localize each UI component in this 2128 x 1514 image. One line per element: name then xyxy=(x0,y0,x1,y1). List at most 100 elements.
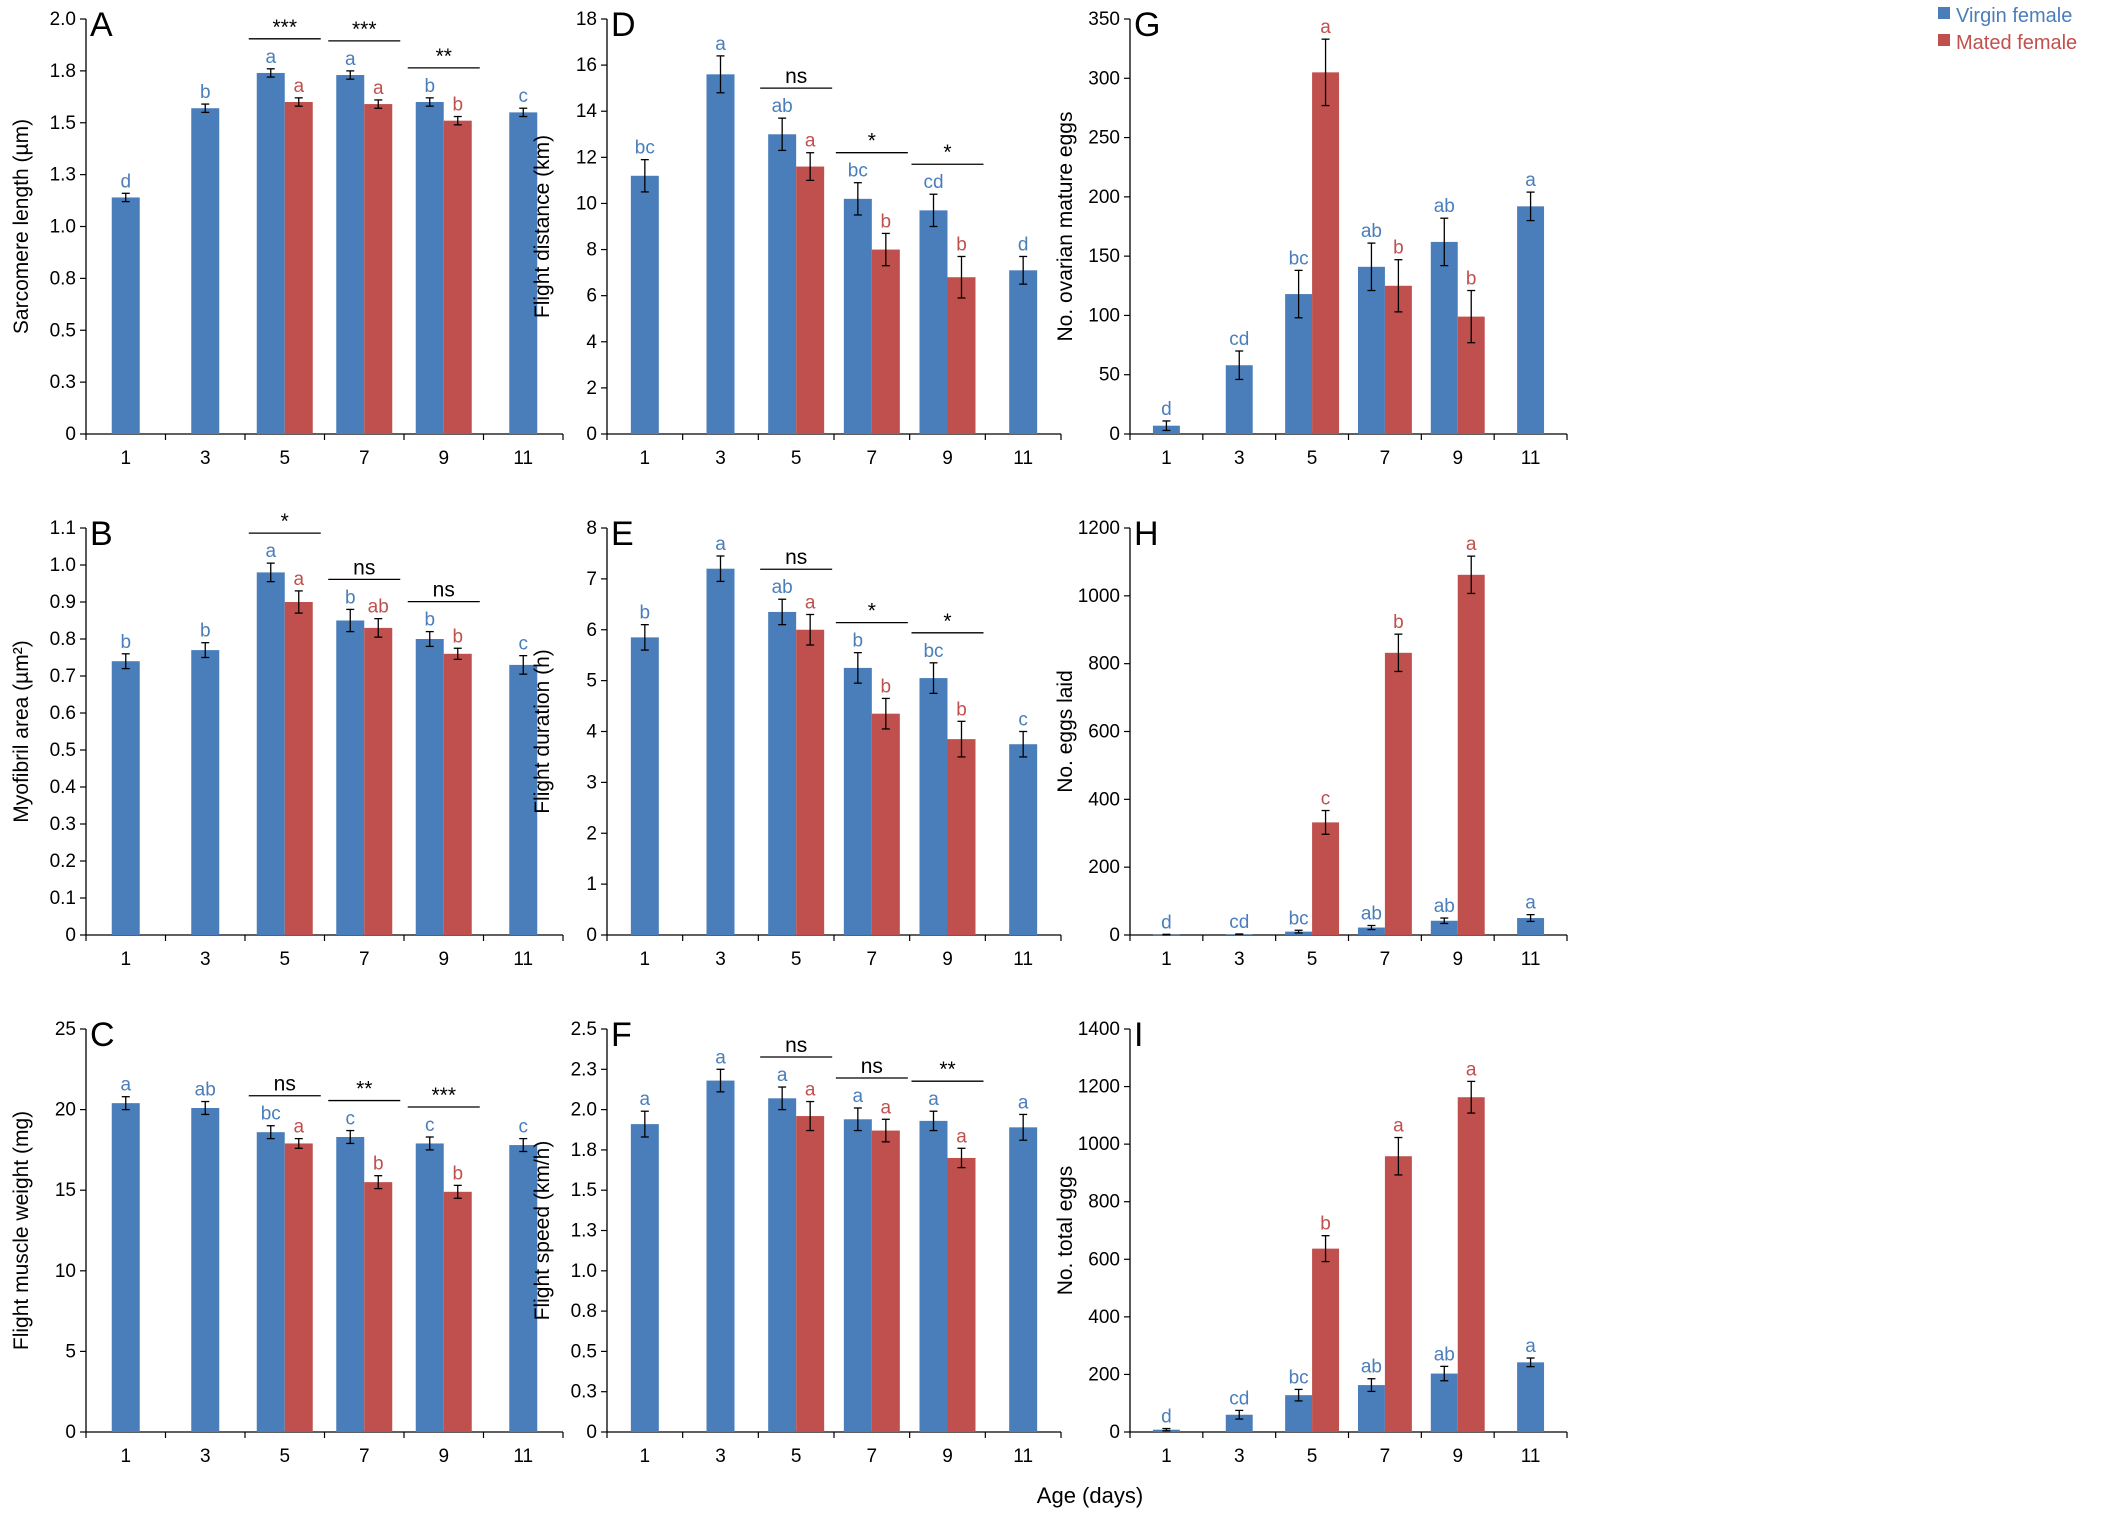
x-tick-label: 3 xyxy=(715,949,726,970)
x-tick-label: 1 xyxy=(640,448,651,469)
bar-mated xyxy=(364,1182,393,1432)
x-tick-label: 9 xyxy=(1452,1446,1463,1467)
y-axis-label: Flight distance (km) xyxy=(531,135,554,318)
y-tick-label: 150 xyxy=(1088,246,1120,267)
bar-virgin xyxy=(1430,1373,1458,1432)
y-tick-label: 0.7 xyxy=(50,666,76,687)
y-tick-label: 400 xyxy=(1088,789,1120,810)
letter-label: bc xyxy=(1289,1367,1309,1388)
letter-label: a xyxy=(805,592,816,613)
bar-mated xyxy=(284,602,313,935)
bar-mated xyxy=(796,629,825,935)
x-tick-label: 1 xyxy=(1161,949,1172,970)
y-tick-label: 1.8 xyxy=(571,1140,597,1161)
y-axis-label: No. eggs laid xyxy=(1054,670,1077,793)
bar-virgin xyxy=(111,661,140,935)
chart-panels: A 0 0.3 0.5 0.8 1.0 1.3 1.5 1.8 2.0 Sarcomere leng… xyxy=(10,6,1568,1467)
x-tick-label: 7 xyxy=(867,448,878,469)
panel-label: G xyxy=(1134,6,1160,44)
panel-a: A 0 0.3 0.5 0.8 1.0 1.3 1.5 1.8 2.0 Sarcomere leng… xyxy=(10,6,564,469)
significance-label: * xyxy=(868,600,876,623)
y-tick-label: 0 xyxy=(1109,925,1120,946)
y-tick-label: 0 xyxy=(65,424,76,445)
letter-label: c xyxy=(346,1109,356,1130)
x-tick-label: 11 xyxy=(513,1446,533,1467)
letter-label: a xyxy=(373,78,384,99)
x-tick-label: 1 xyxy=(120,448,131,469)
letter-label: bc xyxy=(261,1104,281,1125)
letter-label: b xyxy=(956,699,967,720)
x-tick-label: 5 xyxy=(279,448,290,469)
bar-virgin xyxy=(706,1080,735,1432)
bar-virgin xyxy=(415,639,444,935)
panel-label: F xyxy=(611,1016,632,1054)
letter-label: a xyxy=(640,1089,651,1110)
x-tick-label: 3 xyxy=(1234,448,1245,469)
y-tick-label: 200 xyxy=(1088,187,1120,208)
y-tick-label: 0.8 xyxy=(571,1301,597,1322)
x-tick-label: 3 xyxy=(200,448,211,469)
bar-virgin xyxy=(706,74,735,434)
y-tick-label: 1.5 xyxy=(50,113,76,134)
y-tick-label: 6 xyxy=(586,286,597,307)
bar-virgin xyxy=(630,637,659,935)
x-tick-label: 3 xyxy=(200,949,211,970)
y-tick-label: 0.5 xyxy=(50,740,76,761)
bar-virgin xyxy=(843,198,872,434)
x-tick-label: 11 xyxy=(1521,1446,1541,1467)
significance-label: ns xyxy=(785,65,807,88)
letter-label: b xyxy=(1320,1214,1331,1235)
x-tick-label: 5 xyxy=(791,1446,802,1467)
letter-label: b xyxy=(640,603,651,624)
x-axis-title: Age (days) xyxy=(1037,1483,1143,1508)
letter-label: a xyxy=(881,1097,892,1118)
legend-swatch-virgin xyxy=(1938,7,1950,19)
bar-virgin xyxy=(336,620,365,935)
y-tick-label: 300 xyxy=(1088,68,1120,89)
y-tick-label: 10 xyxy=(576,193,597,214)
x-tick-label: 7 xyxy=(1380,1446,1391,1467)
bar-mated xyxy=(947,277,976,434)
letter-label: b xyxy=(853,631,864,652)
significance-label: ns xyxy=(353,556,375,579)
x-tick-label: 1 xyxy=(640,949,651,970)
letter-label: b xyxy=(1393,612,1404,633)
letter-label: a xyxy=(293,1117,304,1138)
letter-label: b xyxy=(200,621,211,642)
significance-label: *** xyxy=(272,16,297,39)
x-tick-label: 7 xyxy=(1380,949,1391,970)
significance-label: ns xyxy=(433,579,455,602)
bar-virgin xyxy=(256,1132,285,1432)
x-tick-label: 9 xyxy=(1452,448,1463,469)
bar-virgin xyxy=(1225,1414,1253,1432)
bar-mated xyxy=(947,1157,976,1432)
panel-label: I xyxy=(1134,1016,1143,1054)
bar-mated xyxy=(443,1191,472,1432)
y-tick-label: 0 xyxy=(586,1422,597,1443)
y-tick-label: 15 xyxy=(55,1180,76,1201)
bar-virgin xyxy=(1009,744,1038,935)
x-tick-label: 9 xyxy=(942,949,953,970)
letter-label: ab xyxy=(1361,904,1382,925)
y-tick-label: 0 xyxy=(65,925,76,946)
letter-label: b xyxy=(120,632,131,653)
bar-mated xyxy=(871,249,900,434)
letter-label: ab xyxy=(1434,196,1455,217)
y-tick-label: 1.8 xyxy=(50,61,76,82)
bar-mated xyxy=(871,713,900,935)
bar-virgin xyxy=(706,568,735,935)
y-tick-label: 0 xyxy=(586,925,597,946)
letter-label: c xyxy=(1018,710,1028,731)
x-tick-label: 5 xyxy=(1307,949,1318,970)
y-tick-label: 0 xyxy=(1109,424,1120,445)
x-tick-label: 11 xyxy=(1013,448,1033,469)
x-tick-label: 11 xyxy=(1013,949,1033,970)
y-tick-label: 4 xyxy=(586,722,597,743)
letter-label: ab xyxy=(772,577,793,598)
x-tick-label: 7 xyxy=(1380,448,1391,469)
letter-label: b xyxy=(200,82,211,103)
letter-label: a xyxy=(293,76,304,97)
y-tick-label: 0.5 xyxy=(571,1341,597,1362)
